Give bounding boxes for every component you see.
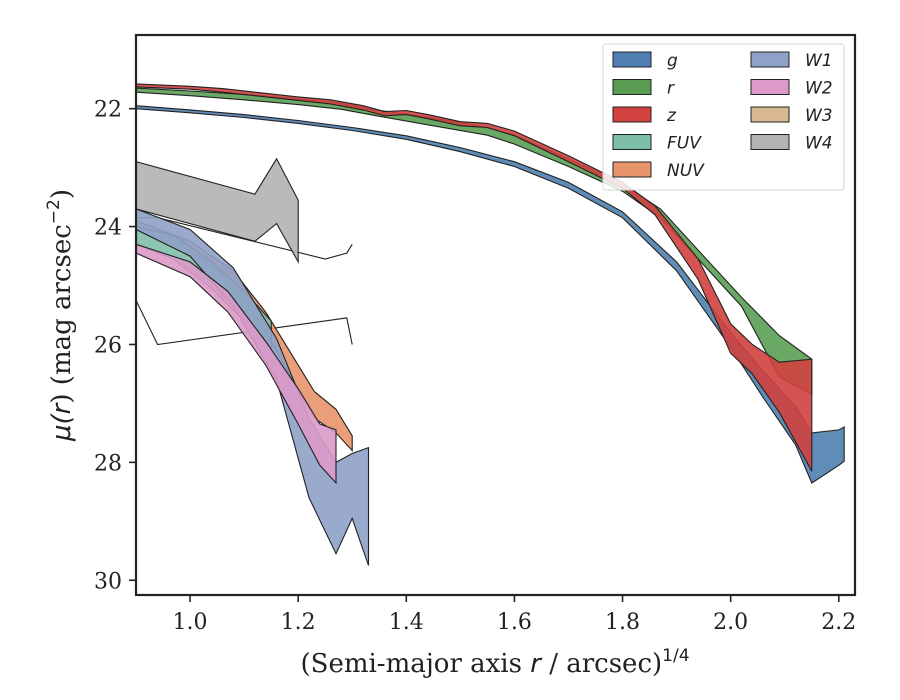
legend-swatch-w2 [750, 79, 790, 95]
y-tick-label: 26 [94, 333, 122, 358]
legend-label-g: g [667, 51, 678, 71]
legend-label-w2: W2 [805, 79, 833, 99]
legend-label-nuv: NUV [667, 161, 705, 181]
profile-bands [136, 83, 845, 566]
band-g [136, 105, 845, 484]
legend-swatch-g [612, 51, 652, 68]
legend-label-fuv: FUV [667, 134, 702, 154]
legend-swatch-w1 [750, 51, 790, 68]
band-w4 [136, 157, 299, 264]
legend-swatch-w4 [750, 134, 790, 150]
legend: grz FUV NUV W1 W2 W3 W4 [602, 43, 845, 191]
legend-label-w3: W3 [805, 106, 833, 126]
x-tick-label: 1.0 [173, 610, 208, 635]
y-axis-ticks: 22 24 26 28 30 [94, 98, 136, 594]
legend-label-w1: W1 [805, 51, 833, 71]
legend-swatch-w3 [750, 106, 790, 123]
x-axis-label: (Semi-major axis r / arcsec)1/4 [300, 646, 689, 679]
legend-label-w4: W4 [805, 134, 833, 154]
y-tick-label: 22 [94, 98, 122, 123]
y-tick-label: 24 [94, 216, 122, 241]
legend-swatch-nuv [612, 161, 652, 178]
legend-swatch-fuv [612, 134, 652, 150]
band-z [136, 83, 813, 472]
legend-swatch-z [612, 106, 652, 123]
x-tick-label: 1.6 [497, 610, 532, 635]
legend-label-z: z [666, 106, 677, 126]
x-tick-label: 1.8 [605, 610, 640, 635]
plot-frame [134, 33, 857, 597]
x-tick-label: 2.0 [713, 610, 748, 635]
band-w2 [136, 243, 337, 485]
x-tick-label: 1.4 [389, 610, 424, 635]
x-tick-label: 2.2 [821, 610, 856, 635]
band-w3 [136, 217, 353, 346]
x-axis-ticks: 1.0 1.2 1.4 1.6 1.8 2.0 2.2 [173, 595, 856, 635]
legend-swatch-r [612, 79, 652, 95]
y-axis-label: μ(r) (mag arcsec−2) [44, 189, 77, 442]
legend-label-r: r [667, 79, 675, 99]
x-tick-label: 1.2 [281, 610, 316, 635]
y-tick-label: 28 [94, 451, 122, 476]
y-tick-label: 30 [94, 569, 122, 594]
